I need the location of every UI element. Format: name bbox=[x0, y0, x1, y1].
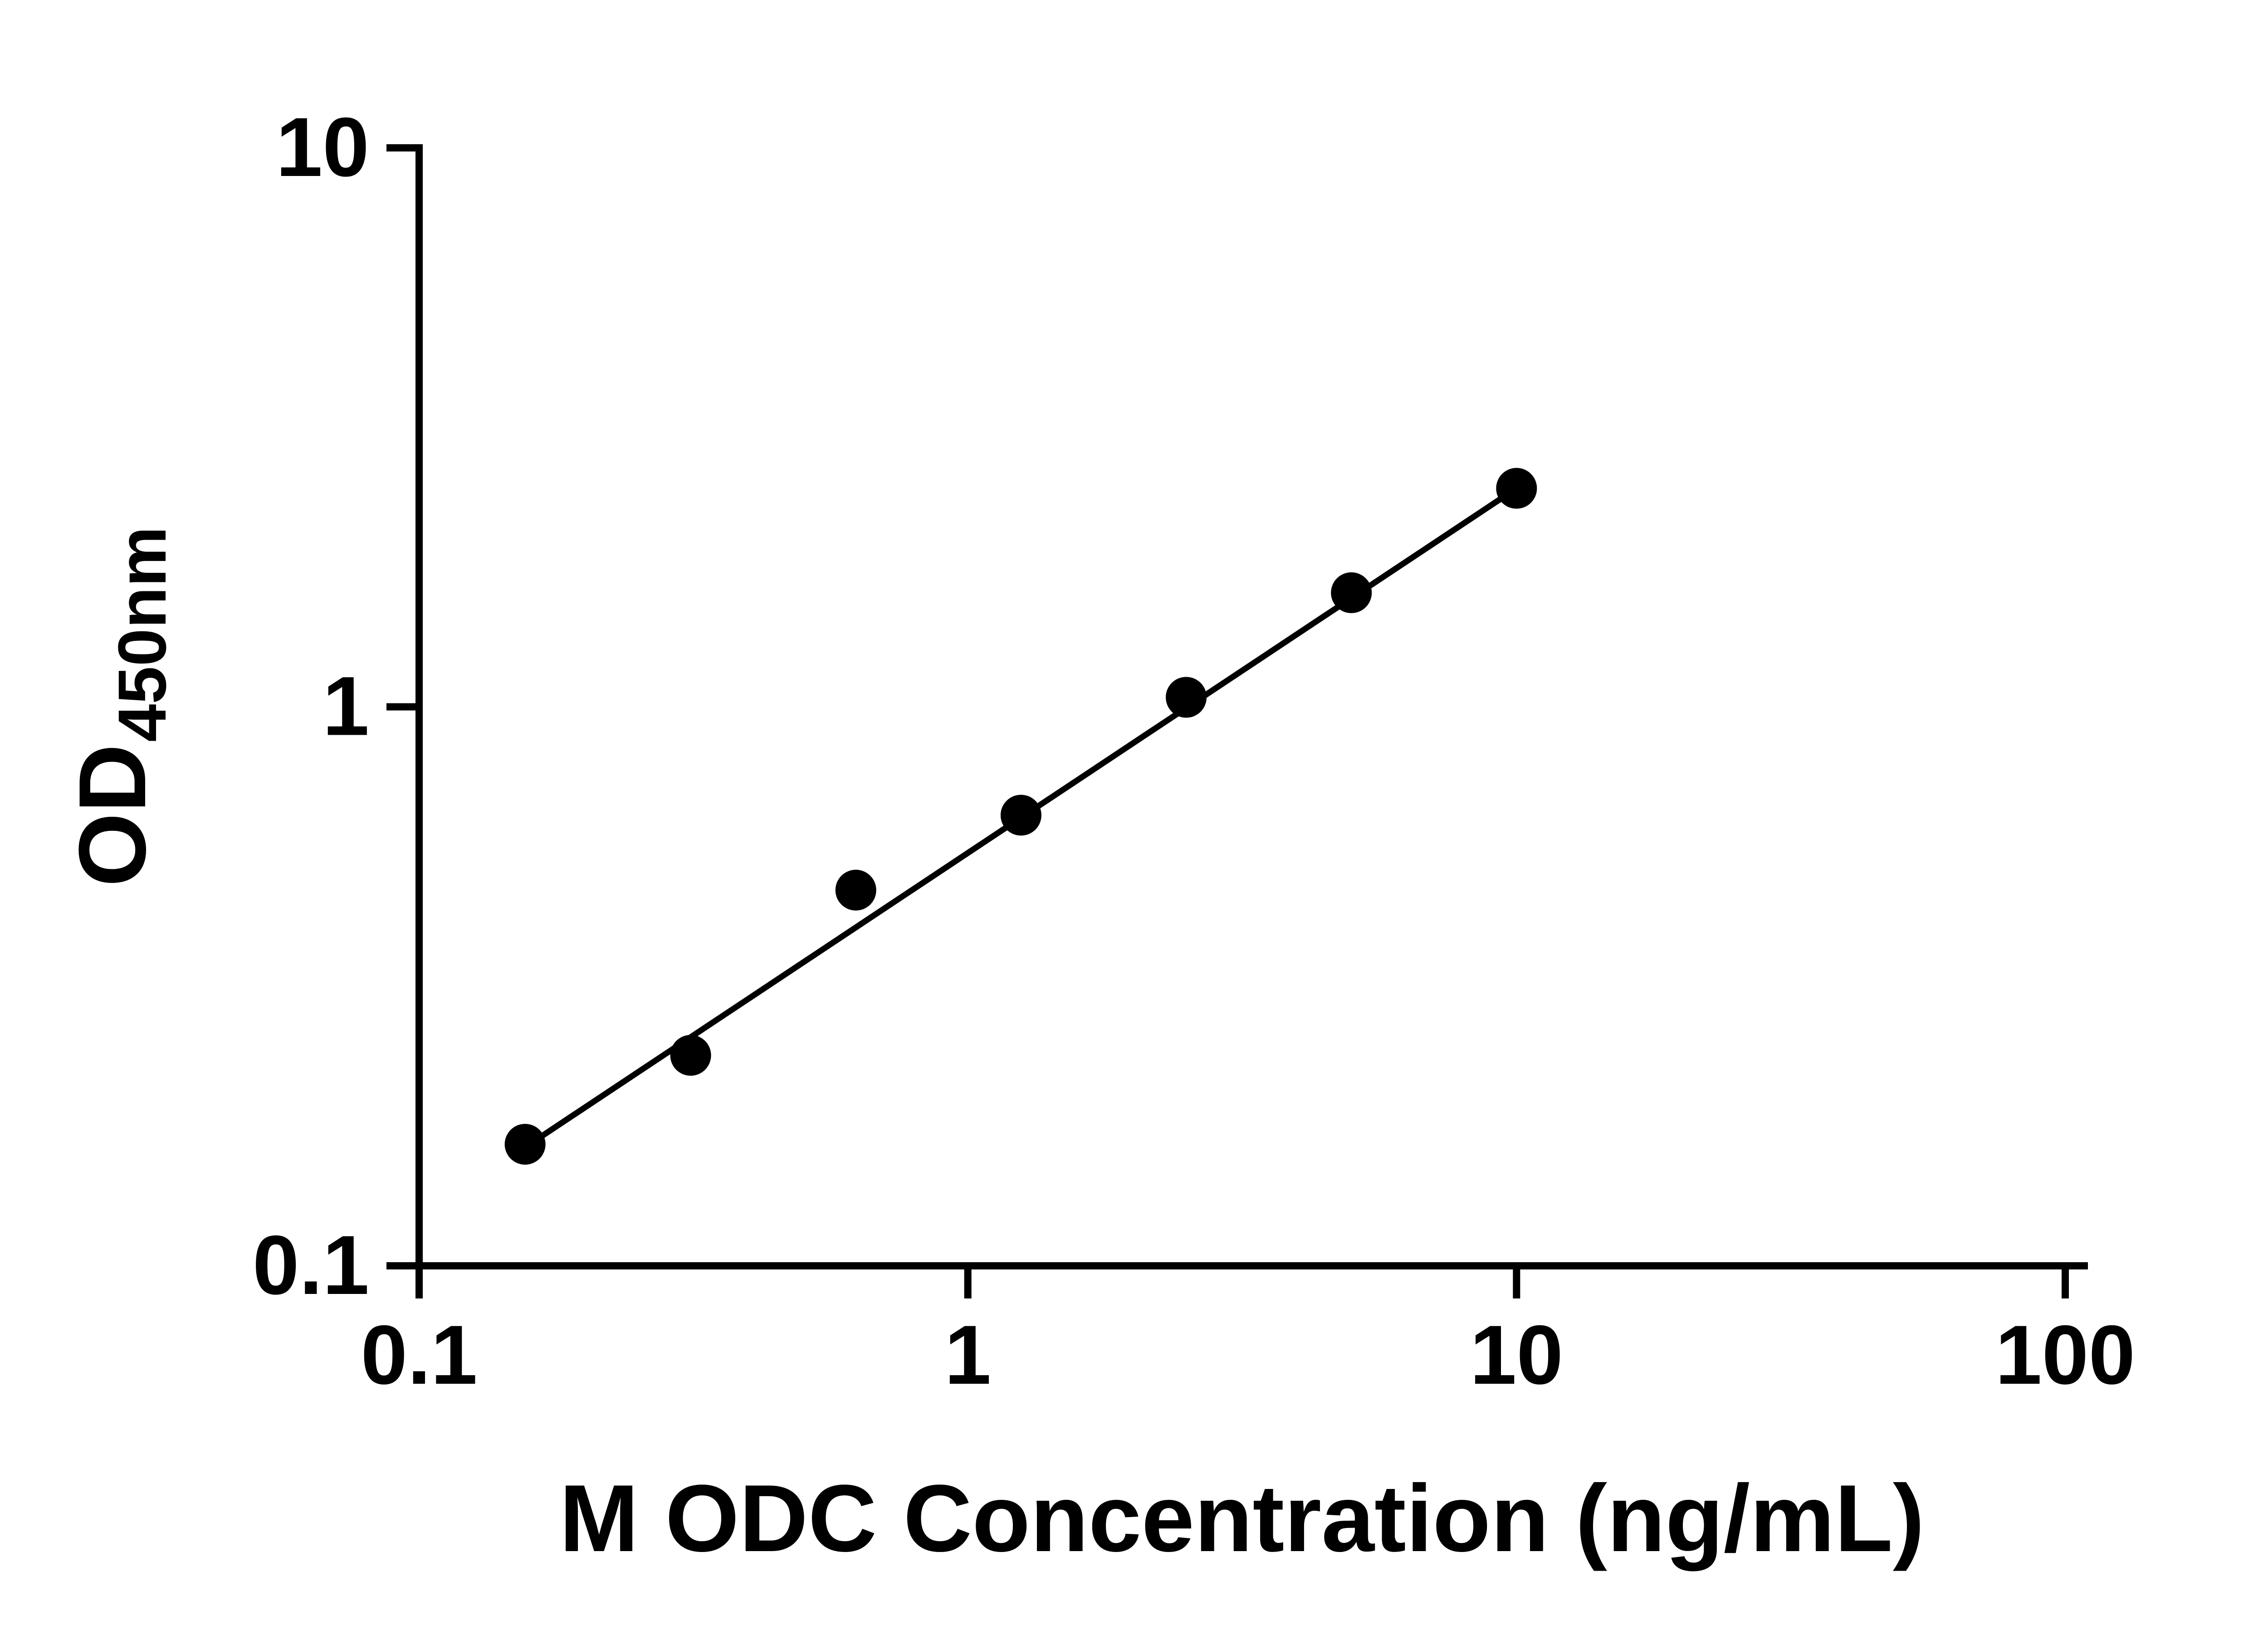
data-point bbox=[1496, 468, 1537, 509]
plot-area: 0.1 1 10 100 0.1 1 10 bbox=[253, 101, 2136, 1402]
y-tick-label: 1 bbox=[323, 660, 369, 753]
y-tick-label: 0.1 bbox=[253, 1219, 369, 1312]
y-axis-title-main: OD bbox=[59, 744, 166, 887]
data-point bbox=[504, 1123, 546, 1165]
y-axis-title: OD 450nm bbox=[59, 527, 180, 887]
x-tick-label: 10 bbox=[1470, 1308, 1563, 1402]
x-axis-title: M ODC Concentration (ng/mL) bbox=[559, 1465, 1925, 1572]
x-tick-label: 1 bbox=[944, 1308, 991, 1402]
y-tick-label: 10 bbox=[276, 101, 369, 194]
data-point bbox=[835, 869, 876, 911]
data-point bbox=[1000, 795, 1041, 836]
data-point bbox=[670, 1035, 711, 1076]
x-tick-label: 100 bbox=[1995, 1308, 2136, 1402]
y-axis-title-subscript: 450nm bbox=[104, 527, 180, 742]
x-tick-label: 0.1 bbox=[361, 1308, 477, 1402]
data-point bbox=[1331, 572, 1372, 613]
data-point bbox=[1166, 677, 1207, 718]
